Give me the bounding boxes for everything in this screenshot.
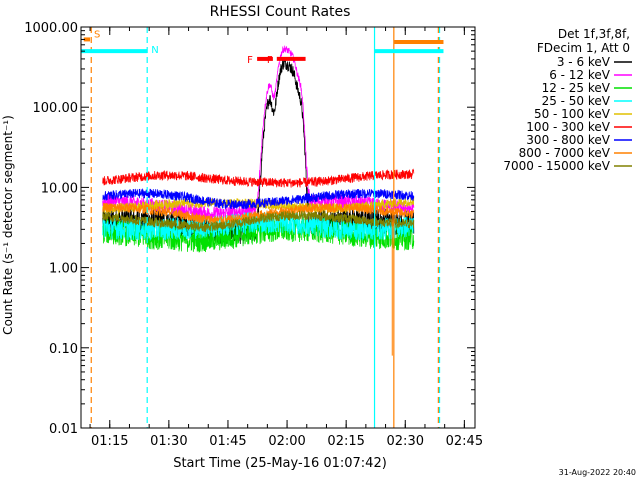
- legend-label-1: 6 - 12 keV: [549, 68, 611, 82]
- x-tick-label-0: 01:15: [91, 434, 128, 449]
- legend-label-5: 100 - 300 keV: [526, 120, 610, 134]
- x-tick-label-6: 02:45: [446, 434, 483, 449]
- y-tick-label-5: 1000.00: [24, 21, 78, 36]
- legend-header-line-1: Det 1f,3f,8f,: [558, 27, 630, 41]
- y-tick-label-4: 100.00: [33, 101, 79, 116]
- legend-label-4: 50 - 100 keV: [534, 107, 611, 121]
- axes-layer: 0.01 0.10 1.00 10.00 100.00 1000.00 01:15 01:30…: [24, 21, 483, 449]
- legend-label-7: 800 - 7000 keV: [519, 146, 611, 160]
- series-line-5: [102, 168, 415, 188]
- x-tick-label-5: 02:30: [387, 434, 424, 449]
- flag-label-2: F: [247, 55, 253, 66]
- series-line-6: [102, 188, 415, 210]
- vertical-lines-layer: [90, 27, 441, 428]
- footer-date: 31-Aug-2022 20:40: [559, 468, 636, 477]
- x-tick-label-1: 01:30: [150, 434, 187, 449]
- y-axis-label: Count Rate (s⁻¹ detector segment⁻¹): [1, 115, 15, 335]
- flags-layer: S N F F: [81, 29, 444, 66]
- legend-label-3: 25 - 50 keV: [542, 94, 611, 108]
- x-tick-label-2: 01:45: [209, 434, 246, 449]
- x-axis-label: Start Time (25-May-16 01:07:42): [173, 456, 387, 471]
- flag-label-0: S: [94, 29, 100, 40]
- chart-title: RHESSI Count Rates: [210, 4, 351, 20]
- legend-label-8: 7000 - 15000 keV: [503, 159, 610, 173]
- legend-label-2: 12 - 25 keV: [542, 81, 611, 95]
- y-tick-label-1: 0.10: [49, 342, 78, 357]
- legend-label-6: 300 - 800 keV: [526, 133, 610, 147]
- x-tick-label-4: 02:15: [327, 434, 364, 449]
- series-line-8: [102, 210, 415, 233]
- plot-frame: [80, 26, 476, 429]
- legend-label-0: 3 - 6 keV: [557, 55, 611, 69]
- y-tick-label-2: 1.00: [49, 262, 78, 277]
- legend-header-line-2: FDecim 1, Att 0: [537, 41, 630, 55]
- y-tick-label-3: 10.00: [41, 181, 78, 196]
- flag-label-3: F: [267, 55, 273, 66]
- flag-label-1: N: [151, 45, 158, 56]
- legend: Det 1f,3f,8f, FDecim 1, Att 0 3 - 6 keV6…: [503, 27, 632, 173]
- x-tick-label-3: 02:00: [268, 434, 305, 449]
- series-line-7: [102, 202, 415, 226]
- y-tick-label-0: 0.01: [49, 422, 78, 437]
- series-line-3: [102, 211, 415, 241]
- series-layer: [102, 45, 415, 253]
